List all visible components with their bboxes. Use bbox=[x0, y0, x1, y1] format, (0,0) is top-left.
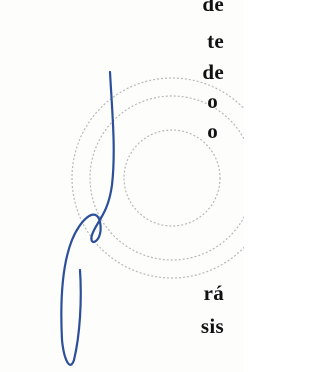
text-fragment: sis bbox=[201, 316, 224, 337]
stamp-inner-ring bbox=[124, 130, 220, 226]
text-fragment: rá bbox=[204, 283, 224, 304]
stamp-outer-ring bbox=[72, 78, 244, 278]
signature bbox=[61, 72, 113, 365]
text-fragment: de bbox=[202, 62, 224, 83]
text-fragment: te bbox=[207, 31, 224, 52]
document-page: de te de o o rá sis bbox=[0, 0, 244, 372]
text-fragment: o bbox=[207, 121, 218, 142]
stamp bbox=[72, 78, 244, 278]
text-fragment: de bbox=[202, 0, 224, 15]
text-fragment: o bbox=[207, 91, 218, 112]
